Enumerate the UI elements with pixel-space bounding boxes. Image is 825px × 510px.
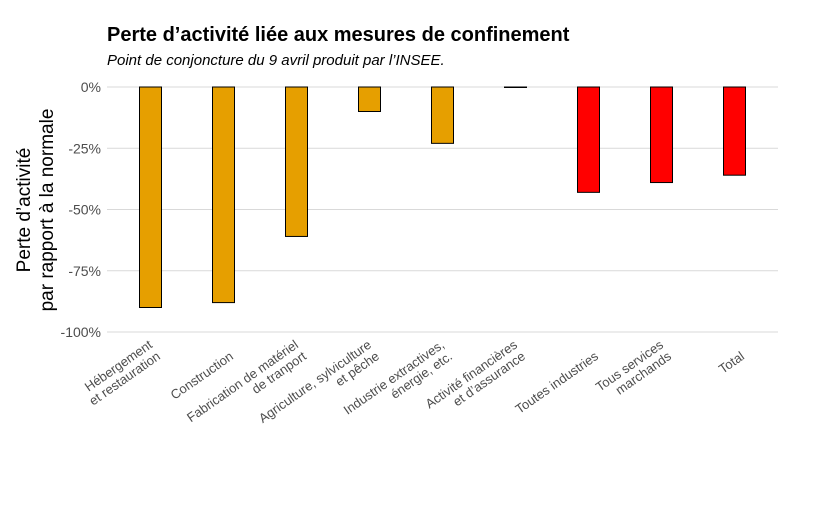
chart-title: Perte d’activité liée aux mesures de con… xyxy=(107,24,570,46)
y-tick-label: -75% xyxy=(68,263,101,279)
bar xyxy=(431,86,454,144)
bar xyxy=(504,86,527,88)
bar xyxy=(723,86,746,176)
x-tick-label-line: Total xyxy=(716,348,747,376)
y-tick-label: -100% xyxy=(61,324,101,340)
bar xyxy=(139,86,162,308)
chart-subtitle: Point de conjoncture du 9 avril produit … xyxy=(107,52,445,69)
y-tick-label: -25% xyxy=(68,140,101,156)
y-axis-label-line-2: par rapport à la normale xyxy=(37,109,58,312)
bar xyxy=(285,86,308,237)
bar xyxy=(650,86,673,184)
y-axis-ticks: 0% -25% -50% -75% -100% xyxy=(61,79,101,340)
x-tick-label: Total xyxy=(716,348,747,376)
bars xyxy=(139,86,746,308)
bar xyxy=(577,86,600,193)
y-axis-label: Perte d’activité par rapport à la normal… xyxy=(14,109,58,312)
y-tick-label: -50% xyxy=(68,202,101,218)
bar xyxy=(358,86,381,112)
y-axis-label-line-1: Perte d’activité xyxy=(14,148,35,273)
bar xyxy=(212,86,235,304)
y-tick-label: 0% xyxy=(81,79,101,95)
